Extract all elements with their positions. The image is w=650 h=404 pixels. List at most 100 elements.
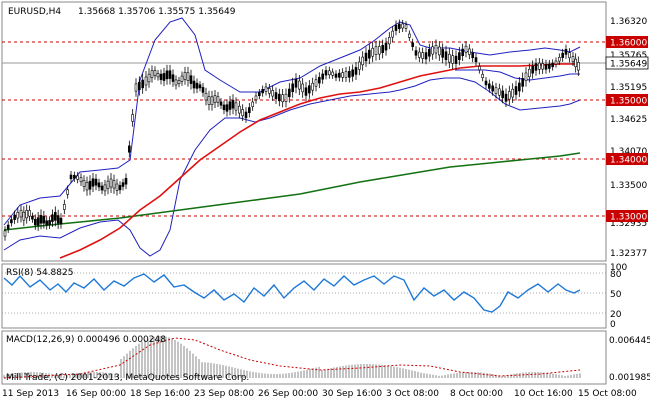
candle-body [159, 73, 163, 80]
candle-body [491, 85, 494, 92]
candle-body [311, 82, 314, 91]
candle-body [291, 83, 294, 93]
candle-body [147, 73, 151, 83]
candle-body [128, 145, 131, 153]
candle-body [162, 73, 166, 81]
candle-body [314, 79, 318, 87]
candle-body [258, 92, 261, 97]
candle-body [134, 83, 138, 92]
candle-body [428, 48, 431, 57]
candle-body [254, 95, 258, 101]
candle-body [451, 55, 454, 64]
price-tick: 1.35195 [610, 83, 647, 93]
symbol-timeframe: EURUSD,H4 [8, 7, 61, 17]
candle-body [421, 52, 424, 59]
candle-body [444, 51, 448, 61]
price-tick: 1.33500 [610, 181, 647, 191]
candle-body [488, 83, 491, 89]
candle-body [183, 72, 187, 80]
candle-body [538, 62, 541, 70]
bollinger-upper [3, 17, 581, 226]
candle-body [454, 55, 458, 64]
candle-body [100, 185, 104, 191]
current-price-text: 1.35649 [610, 60, 647, 70]
candle-body [348, 71, 351, 78]
candle-body [56, 215, 60, 224]
candle-body [511, 88, 514, 98]
main-pane-frame [1, 1, 607, 262]
candle-body [228, 101, 232, 110]
candle-body [288, 88, 291, 98]
candle-body [192, 80, 196, 89]
time-axis: 11 Sep 2013 16 Sep 00:00 18 Sep 16:00 23… [2, 389, 637, 399]
candle-body [82, 179, 86, 187]
candle-body [514, 86, 518, 95]
candle-body [384, 42, 388, 51]
candle-body [388, 37, 391, 45]
level-tag-135000 [606, 94, 648, 106]
candle-body [150, 70, 154, 78]
candle-body [431, 46, 434, 55]
candle-body [434, 45, 438, 54]
candle-body [481, 74, 484, 78]
candle-body [198, 84, 202, 89]
candle-body [219, 101, 223, 106]
candle-body [36, 217, 40, 226]
candle-body [328, 70, 331, 76]
candle-body [213, 95, 217, 103]
rsi-tick: 80 [610, 270, 622, 280]
candle-body [464, 45, 468, 53]
candle-body [501, 90, 504, 99]
candle-body [138, 81, 141, 91]
candle-body [85, 182, 89, 191]
candle-body [195, 82, 199, 89]
candle-body [324, 70, 328, 76]
candle-body [66, 189, 69, 195]
candle-body [371, 47, 374, 57]
candle-body [564, 48, 568, 55]
candle-body [398, 23, 401, 30]
candle-body [308, 85, 311, 94]
candle-body [518, 82, 521, 92]
macd-axis: 0.006445 0.001985 [609, 336, 650, 383]
candle-body [241, 109, 244, 117]
candle-body [231, 99, 235, 109]
candle-body [76, 175, 79, 180]
candle-body [484, 80, 488, 86]
ohlc-values: 1.35668 1.35706 1.35575 1.35649 [78, 7, 236, 17]
candle-body [294, 78, 298, 88]
rsi-line [3, 273, 581, 313]
candle-body [22, 211, 26, 221]
candle-body [268, 88, 271, 94]
candle-body [424, 52, 428, 60]
candle-body [42, 216, 46, 224]
candle-body [498, 88, 501, 96]
time-tick: 8 Oct 00:00 [450, 389, 503, 399]
candle-body [358, 61, 361, 70]
candle-body [531, 65, 534, 74]
candle-body [174, 79, 178, 86]
candle-body [551, 62, 554, 68]
candle-body [165, 70, 169, 80]
candle-body [118, 185, 122, 191]
candle-body [238, 105, 241, 114]
macd-tick: 0.006445 [609, 336, 650, 346]
rsi-axis: 100 80 50 20 0 [610, 263, 627, 330]
candle-body [261, 89, 264, 94]
candle-body [264, 86, 268, 92]
candlesticks [3, 19, 580, 241]
candle-body [361, 56, 364, 66]
time-tick: 16 Sep 00:00 [66, 389, 126, 399]
candle-body [28, 210, 31, 217]
time-tick: 15 Oct 08:00 [578, 389, 637, 399]
candle-body [16, 211, 20, 219]
candle-body [186, 72, 190, 81]
candle-body [474, 57, 478, 63]
candle-body [177, 80, 181, 84]
candle-body [131, 114, 134, 122]
price-tick: 1.35765 [610, 51, 647, 61]
candle-body [331, 71, 334, 76]
bollinger-middle [455, 69, 580, 81]
